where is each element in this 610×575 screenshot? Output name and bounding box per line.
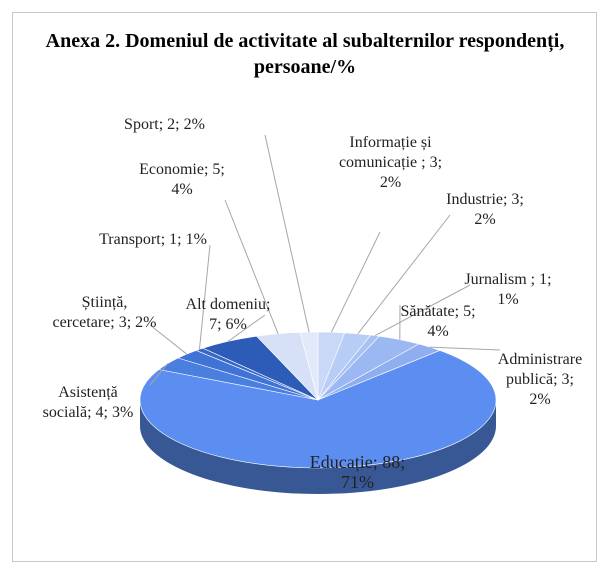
data-label: Educație; 88; 71% (309, 452, 406, 492)
data-label: Asistență socială; 4; 3% (42, 384, 134, 421)
leader-line (228, 314, 266, 342)
data-label: Sport; 2; 2% (124, 116, 205, 133)
data-label: Știință, cercetare; 3; 2% (52, 294, 157, 331)
leader-line (330, 231, 381, 333)
data-label: Economie; 5; 4% (139, 161, 225, 198)
slice (139, 350, 497, 469)
data-label: Administrare publică; 3; 2% (497, 351, 583, 408)
leader-line (264, 134, 310, 333)
leader-line (149, 363, 169, 386)
data-label: Sănătate; 5; 4% (400, 303, 476, 340)
slice-side (140, 400, 496, 494)
data-label: Jurnalism ; 1; 1% (464, 271, 552, 308)
leader-line (357, 214, 451, 335)
leader-line (198, 244, 211, 350)
data-label: Alt domeniu; 7; 6% (185, 296, 271, 333)
data-label: Industrie; 3; 2% (446, 191, 524, 228)
leader-line (374, 284, 471, 337)
chart-title: Anexa 2. Domeniul de activitate al subal… (45, 30, 565, 78)
leader-line (429, 346, 501, 351)
chart-frame (12, 12, 597, 562)
leader-line (149, 324, 188, 355)
data-label: Transport; 1; 1% (99, 231, 207, 248)
data-label: Informație și comunicație ; 3; 2% (338, 134, 443, 191)
leader-line (224, 199, 279, 334)
